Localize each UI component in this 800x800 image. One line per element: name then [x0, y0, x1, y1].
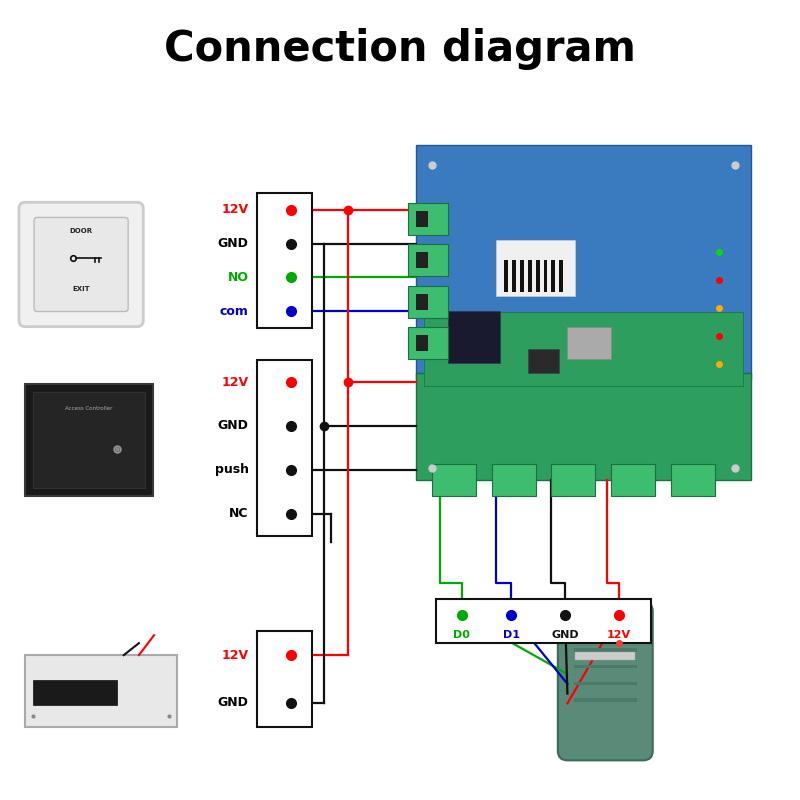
Text: push: push: [214, 463, 249, 476]
Bar: [551, 464, 595, 496]
Text: DOOR: DOOR: [70, 228, 93, 234]
Bar: [567, 327, 611, 359]
Text: GND: GND: [551, 630, 579, 640]
FancyBboxPatch shape: [34, 218, 128, 311]
Bar: [527, 260, 531, 292]
Bar: [559, 260, 563, 292]
Bar: [574, 682, 637, 686]
Text: GND: GND: [218, 697, 249, 710]
Bar: [496, 240, 575, 295]
Text: 12V: 12V: [606, 630, 631, 640]
Text: Access Controller: Access Controller: [66, 406, 113, 411]
Bar: [408, 203, 448, 235]
Bar: [416, 145, 750, 379]
Bar: [257, 631, 312, 727]
Bar: [551, 260, 555, 292]
Text: D0: D0: [454, 630, 470, 640]
Bar: [416, 211, 428, 227]
Bar: [432, 464, 476, 496]
Bar: [535, 260, 539, 292]
Bar: [34, 392, 145, 488]
Bar: [26, 384, 153, 496]
Bar: [416, 294, 428, 310]
Text: 12V: 12V: [222, 203, 249, 216]
Bar: [512, 260, 515, 292]
Bar: [416, 252, 428, 268]
Bar: [408, 327, 448, 359]
Bar: [574, 698, 637, 702]
Bar: [257, 360, 312, 535]
Bar: [26, 655, 177, 727]
Text: GND: GND: [218, 419, 249, 433]
Text: NO: NO: [227, 271, 249, 284]
Bar: [424, 312, 743, 386]
Bar: [574, 648, 637, 652]
Text: EXIT: EXIT: [72, 286, 90, 292]
Text: com: com: [220, 305, 249, 318]
Text: D1: D1: [502, 630, 520, 640]
Text: GND: GND: [218, 237, 249, 250]
FancyBboxPatch shape: [19, 202, 143, 326]
FancyBboxPatch shape: [558, 602, 653, 760]
Bar: [671, 464, 715, 496]
Bar: [416, 335, 428, 351]
Bar: [504, 260, 508, 292]
Bar: [527, 349, 559, 373]
Bar: [416, 373, 750, 480]
Bar: [34, 680, 117, 706]
Bar: [408, 286, 448, 318]
Bar: [408, 244, 448, 276]
Bar: [519, 260, 523, 292]
Text: Connection diagram: Connection diagram: [164, 28, 636, 70]
Bar: [611, 464, 655, 496]
Text: NC: NC: [229, 507, 249, 520]
Bar: [575, 652, 635, 660]
Text: 12V: 12V: [222, 649, 249, 662]
Bar: [543, 260, 547, 292]
Bar: [492, 464, 535, 496]
Text: 12V: 12V: [222, 375, 249, 389]
Bar: [448, 310, 500, 362]
Bar: [436, 599, 651, 643]
Bar: [574, 665, 637, 669]
Bar: [257, 193, 312, 328]
